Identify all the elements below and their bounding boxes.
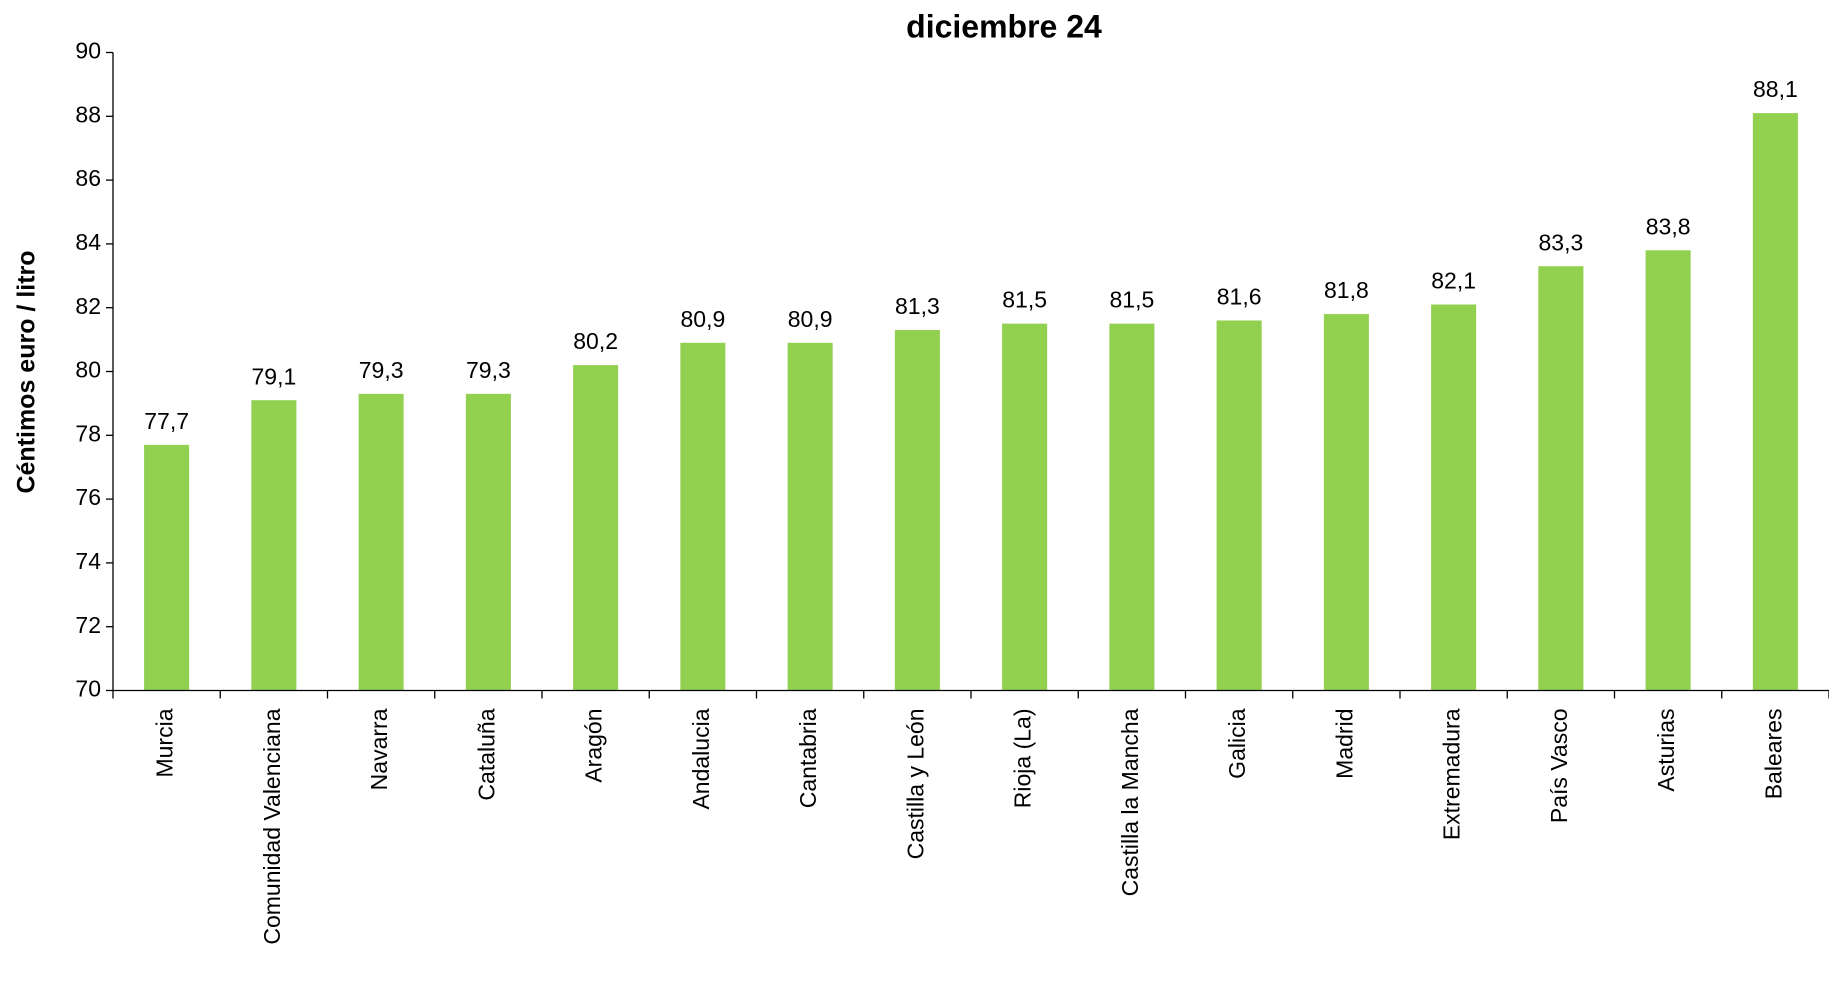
y-tick-label: 70 [75, 676, 101, 702]
data-label: 81,8 [1324, 277, 1369, 303]
bar [894, 330, 940, 691]
bar [1538, 266, 1584, 691]
data-label: 82,1 [1431, 268, 1476, 294]
y-tick-label: 84 [75, 229, 101, 255]
x-tick-label: País Vasco [1546, 709, 1572, 824]
x-tick-label: Castilla la Mancha [1117, 708, 1143, 896]
x-tick-label: Castilla y León [902, 709, 928, 860]
data-label: 80,9 [788, 306, 833, 332]
data-label: 79,1 [251, 363, 296, 389]
chart-title: diciembre 24 [906, 8, 1102, 44]
x-tick-label: Cataluña [473, 708, 499, 800]
x-tick-label: Navarra [366, 708, 392, 790]
data-label: 80,2 [573, 328, 618, 354]
data-label: 80,9 [680, 306, 725, 332]
bar [1431, 304, 1477, 691]
data-label: 77,7 [144, 408, 189, 434]
x-tick-label: Cantabria [795, 708, 821, 808]
bar [251, 400, 297, 691]
y-tick-label: 72 [75, 612, 101, 638]
data-label: 88,1 [1753, 76, 1798, 102]
data-label: 81,5 [1002, 287, 1047, 313]
x-tick-label: Murcia [152, 708, 178, 777]
y-tick-label: 90 [75, 38, 101, 64]
y-tick-label: 82 [75, 293, 101, 319]
bar [680, 342, 726, 691]
x-tick-label: Comunidad Valenciana [259, 708, 285, 944]
data-label: 81,3 [895, 293, 940, 319]
x-tick-label: Asturias [1653, 709, 1679, 792]
x-tick-label: Andalucia [688, 708, 714, 809]
bar [1752, 113, 1798, 691]
bar [144, 444, 190, 691]
bar [358, 393, 404, 691]
x-tick-label: Madrid [1331, 709, 1357, 779]
y-tick-label: 76 [75, 484, 101, 510]
data-label: 83,3 [1538, 229, 1583, 255]
y-axis-label: Céntimos euro / litro [13, 250, 41, 493]
y-tick-label: 80 [75, 357, 101, 383]
x-tick-label: Extremadura [1439, 708, 1465, 840]
bar [1002, 323, 1048, 691]
bar [1216, 320, 1262, 691]
y-tick-label: 86 [75, 165, 101, 191]
x-tick-label: Galicia [1224, 708, 1250, 779]
data-label: 79,3 [359, 357, 404, 383]
x-tick-label: Baleares [1760, 709, 1786, 800]
bar [1645, 250, 1691, 691]
bar [465, 393, 511, 691]
data-label: 79,3 [466, 357, 511, 383]
data-label: 83,8 [1646, 213, 1691, 239]
y-tick-label: 74 [75, 548, 101, 574]
data-label: 81,5 [1109, 287, 1154, 313]
bar [1109, 323, 1155, 691]
x-tick-label: Rioja (La) [1010, 709, 1036, 809]
x-tick-label: Aragón [581, 709, 607, 783]
data-label: 81,6 [1217, 284, 1262, 310]
bar [1323, 314, 1369, 691]
bar [573, 365, 619, 691]
y-tick-label: 88 [75, 101, 101, 127]
y-tick-label: 78 [75, 420, 101, 446]
bar [787, 342, 833, 691]
